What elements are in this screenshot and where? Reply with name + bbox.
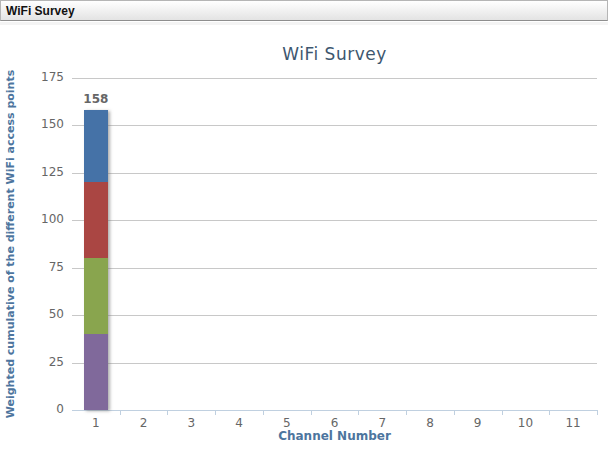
x-tick-label: 2 (129, 416, 159, 430)
y-gridline (72, 220, 597, 221)
x-tick-label: 8 (415, 416, 445, 430)
x-tick-label: 3 (176, 416, 206, 430)
x-tick-mark (502, 411, 503, 415)
y-axis-title: Weighted cumulative of the different WiF… (4, 70, 17, 419)
y-gridline (72, 268, 597, 269)
x-tick-label: 9 (463, 416, 493, 430)
bar-segment-stack-segment-2-green[interactable] (84, 258, 108, 334)
y-tick-label: 75 (26, 260, 64, 274)
x-tick-mark (549, 411, 550, 415)
chart-title: WiFi Survey (72, 44, 597, 64)
bar-segment-stack-segment-1-purple[interactable] (84, 334, 108, 410)
y-tick-label: 100 (26, 212, 64, 226)
bar-channel-1[interactable] (84, 110, 108, 410)
y-tick-label: 25 (26, 355, 64, 369)
bar-segment-stack-segment-4-blue[interactable] (84, 110, 108, 182)
y-tick-label: 0 (26, 402, 64, 416)
stack-total-label: 158 (74, 92, 118, 106)
wifi-survey-chart: WiFi Survey Weighted cumulative of the d… (0, 0, 608, 453)
y-gridline (72, 173, 597, 174)
wifi-survey-panel: WiFi Survey WiFi Survey Weighted cumulat… (0, 0, 608, 453)
x-tick-mark (215, 411, 216, 415)
bar-segment-stack-segment-3-red[interactable] (84, 182, 108, 258)
x-tick-mark (167, 411, 168, 415)
y-tick-label: 175 (26, 70, 64, 84)
x-tick-mark (311, 411, 312, 415)
x-tick-label: 6 (320, 416, 350, 430)
x-axis-line (72, 410, 598, 411)
x-tick-mark (597, 411, 598, 415)
y-gridline (72, 78, 597, 79)
x-tick-mark (263, 411, 264, 415)
x-tick-label: 4 (224, 416, 254, 430)
x-tick-label: 7 (367, 416, 397, 430)
x-tick-label: 1 (81, 416, 111, 430)
y-tick-label: 125 (26, 165, 64, 179)
y-gridline (72, 363, 597, 364)
x-tick-mark (406, 411, 407, 415)
x-tick-mark (120, 411, 121, 415)
x-tick-label: 10 (510, 416, 540, 430)
y-tick-label: 150 (26, 117, 64, 131)
x-tick-mark (358, 411, 359, 415)
y-gridline (72, 125, 597, 126)
x-tick-label: 5 (272, 416, 302, 430)
y-tick-label: 50 (26, 307, 64, 321)
x-axis-title: Channel Number (72, 429, 597, 443)
x-tick-label: 11 (558, 416, 588, 430)
x-tick-mark (454, 411, 455, 415)
y-gridline (72, 315, 597, 316)
